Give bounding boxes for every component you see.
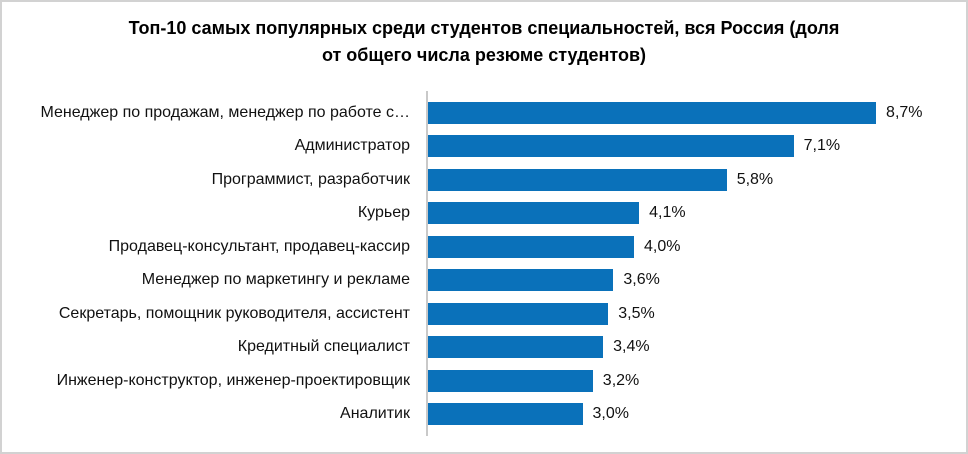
bar-row: Секретарь, помощник руководителя, ассист… [2, 297, 966, 331]
bar-wrap: 3,0% [428, 403, 629, 426]
category-label: Программист, разработчик [211, 170, 410, 188]
bar-wrap: 7,1% [428, 135, 841, 158]
category-label: Курьер [357, 204, 410, 222]
bar-row: Менеджер по маркетингу и рекламе 3,6% [2, 264, 966, 298]
bar-wrap: 3,4% [428, 336, 650, 359]
bar [428, 269, 614, 292]
chart-title: Топ-10 самых популярных среди студентов … [2, 2, 966, 69]
category-label: Инженер-конструктор, инженер-проектировщ… [56, 371, 410, 389]
category-label: Секретарь, помощник руководителя, ассист… [58, 304, 410, 322]
bar [428, 101, 877, 124]
value-label: 3,0% [592, 405, 629, 423]
bar [428, 336, 604, 359]
bar [428, 235, 634, 258]
plot-rows: Менеджер по продажам, менеджер по работе… [2, 96, 966, 431]
bar-wrap: 4,0% [428, 235, 681, 258]
value-label: 3,5% [618, 304, 655, 322]
bar-row: Администратор 7,1% [2, 130, 966, 164]
bar [428, 202, 640, 225]
bar-wrap: 5,8% [428, 168, 774, 191]
plot-area: Менеджер по продажам, менеджер по работе… [2, 91, 966, 436]
chart-title-line-2: от общего числа резюме студентов) [321, 45, 647, 65]
value-label: 8,7% [886, 103, 923, 121]
bar-wrap: 4,1% [428, 202, 686, 225]
bar-wrap: 3,5% [428, 302, 655, 325]
bar [428, 135, 794, 158]
bar-row: Продавец-консультант, продавец-кассир 4,0… [2, 230, 966, 264]
value-label: 7,1% [803, 137, 841, 155]
y-axis-line [426, 91, 428, 436]
category-label: Аналитик [340, 405, 410, 423]
value-label: 3,6% [623, 271, 660, 289]
bar [428, 168, 727, 191]
bar [428, 403, 583, 426]
bar [428, 302, 609, 325]
bar-row: Программист, разработчик 5,8% [2, 163, 966, 197]
bar-row: Менеджер по продажам, менеджер по работе… [2, 96, 966, 130]
bar-row: Кредитный специалист 3,4% [2, 331, 966, 365]
chart-title-line-1: Топ-10 самых популярных среди студентов … [128, 18, 840, 38]
bar-wrap: 3,6% [428, 269, 660, 292]
bar-row: Аналитик 3,0% [2, 398, 966, 432]
category-label: Продавец-консультант, продавец-кассир [108, 237, 410, 255]
value-label: 3,2% [602, 371, 640, 389]
value-label: 4,0% [644, 237, 681, 255]
category-label: Менеджер по продажам, менеджер по работе… [40, 103, 410, 121]
category-label: Кредитный специалист [237, 338, 410, 356]
value-label: 3,4% [613, 338, 650, 356]
bar-wrap: 8,7% [428, 101, 923, 124]
category-label: Администратор [294, 137, 410, 155]
value-label: 5,8% [736, 170, 774, 188]
bar [428, 369, 593, 392]
value-label: 4,1% [649, 204, 686, 222]
category-label: Менеджер по маркетингу и рекламе [141, 271, 410, 289]
bar-row: Инженер-конструктор, инженер-проектировщ… [2, 364, 966, 398]
bar-wrap: 3,2% [428, 369, 640, 392]
bar-row: Курьер 4,1% [2, 197, 966, 231]
